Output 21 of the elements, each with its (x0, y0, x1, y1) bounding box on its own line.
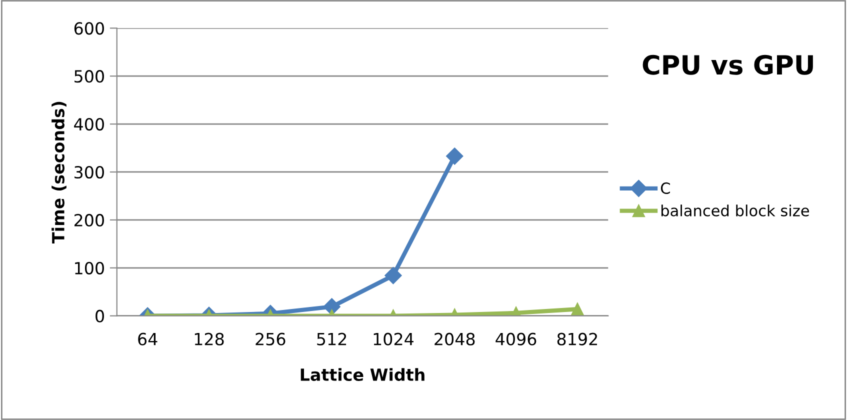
y-tick-label: 500 (74, 70, 104, 83)
x-tick-label: 256 (256, 332, 286, 346)
x-tick-label: 4096 (496, 332, 536, 346)
text: CPU vs GPU (642, 54, 813, 75)
y-tick-label: 300 (74, 166, 104, 179)
y-tick-label: 400 (74, 118, 104, 131)
y-tick-label: 200 (74, 214, 104, 227)
x-tick-label: 64 (138, 332, 158, 346)
y-tick-label: 600 (74, 22, 104, 35)
x-tick-label: 2048 (434, 332, 475, 346)
x-tick-label: 512 (317, 332, 346, 346)
y-tick-label: 100 (75, 262, 104, 274)
x-tick-label: 1024 (374, 332, 414, 346)
x-tick-label: 128 (194, 332, 224, 346)
y-tick-label: 0 (96, 310, 104, 322)
legend-label: C (660, 182, 670, 194)
x-tick-label: 8192 (557, 332, 597, 346)
point (446, 148, 464, 165)
y-axis-title: Time (seconds) (52, 102, 66, 244)
x-axis-title: Lattice Width (300, 368, 424, 381)
legend-label: balanced block size (661, 204, 809, 216)
